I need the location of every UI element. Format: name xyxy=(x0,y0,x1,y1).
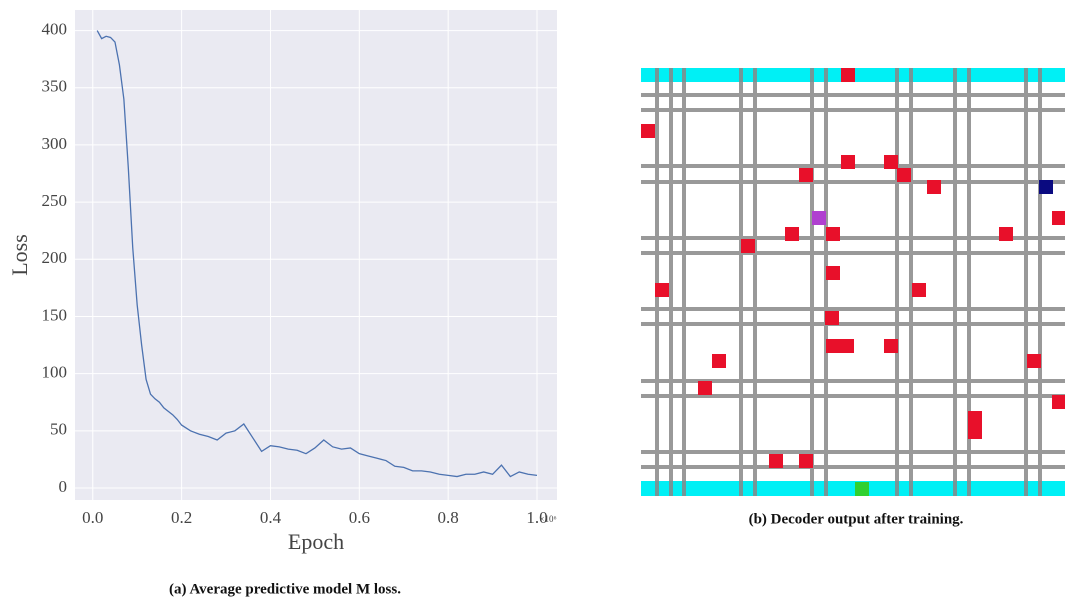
decoder-image xyxy=(641,68,1065,496)
x-tick-label: 0.6 xyxy=(349,508,370,527)
y-axis-label: Loss xyxy=(7,234,32,276)
y-tick-label: 150 xyxy=(42,305,68,324)
y-tick-label: 50 xyxy=(50,420,67,439)
x-offset-label: ×10⁶ xyxy=(539,514,556,524)
caption-a: (a) Average predictive model M loss. xyxy=(169,581,401,597)
y-tick-label: 300 xyxy=(42,134,68,153)
x-axis-label: Epoch xyxy=(288,529,344,554)
loss-line xyxy=(96,30,538,478)
x-tick-label: 0.4 xyxy=(260,508,282,527)
y-tick-label: 200 xyxy=(42,248,68,267)
x-tick-label: 0.2 xyxy=(171,508,192,527)
y-tick-label: 400 xyxy=(42,19,68,38)
x-tick-label: 1.0 xyxy=(526,508,547,527)
y-tick-label: 250 xyxy=(42,191,68,210)
plot-area xyxy=(75,10,557,500)
y-tick-label: 0 xyxy=(59,477,68,496)
y-tick-label: 100 xyxy=(42,363,68,382)
x-tick-label: 0.8 xyxy=(438,508,459,527)
y-tick-label: 350 xyxy=(42,77,68,96)
x-tick-label: 0.0 xyxy=(82,508,103,527)
caption-b: (b) Decoder output after training. xyxy=(749,511,964,527)
